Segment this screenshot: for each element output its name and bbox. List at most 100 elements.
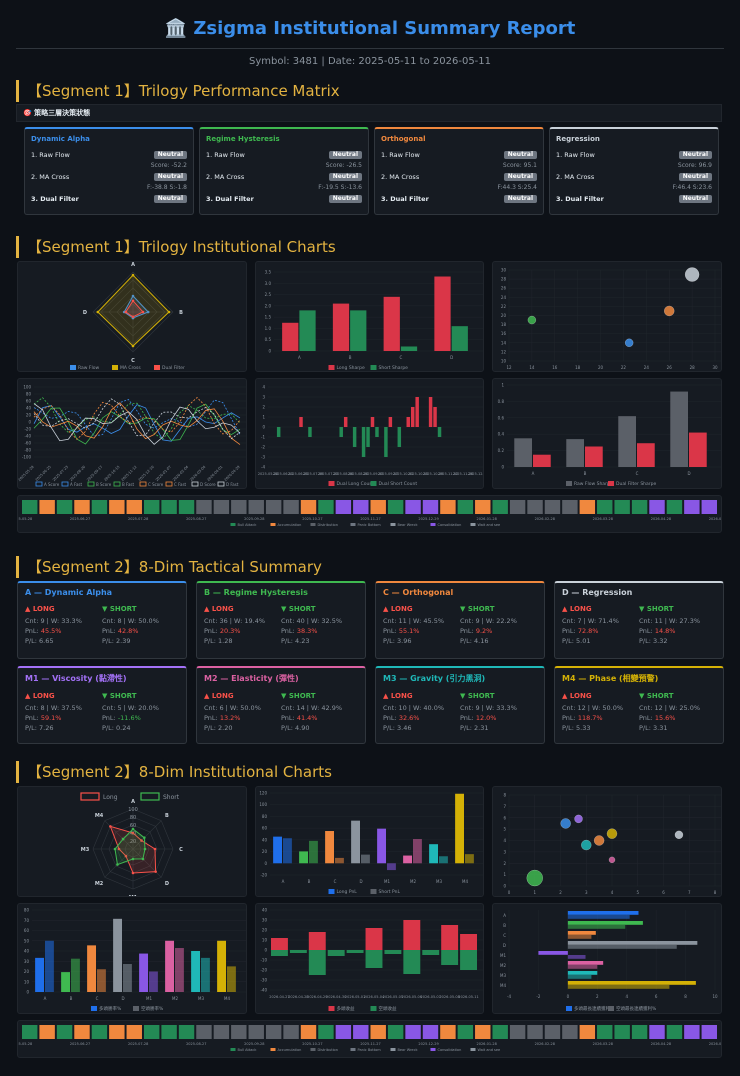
count-bar: [370, 417, 375, 427]
regime-cell: [196, 1025, 212, 1039]
pnl-value: 41.4%: [296, 714, 318, 722]
matrix-row: 2. MA Cross Neutral: [206, 171, 362, 182]
bar: [351, 820, 360, 864]
y-tick-label: 3: [503, 849, 506, 854]
tactical-card: D — Regression ▲ LONG Cnt: 7 | W: 71.4% PnL…: [554, 581, 724, 659]
count-bar: [415, 397, 419, 427]
short-bar: [346, 950, 364, 953]
8dim-radar-chart: ABCDM1M2M3M420406080100LongShort: [17, 786, 247, 897]
date-label: 2025-07-23: [52, 465, 69, 482]
count-bar: [388, 417, 393, 427]
legend-swatch: [328, 365, 335, 370]
pnl-value: 45.5%: [40, 627, 62, 635]
scatter-point: [574, 814, 583, 824]
bar: [139, 953, 148, 992]
regime-cell: [178, 500, 195, 514]
date-label: 2026-03-04: [189, 464, 207, 482]
long-column: ▲ LONG Cnt: 12 | W: 50.0% PnL: 118.7% P/L: …: [562, 692, 639, 733]
matrix-card: Orthogonal 1. Raw Flow Neutral Score: 95.1 2…: [374, 127, 544, 215]
radar-point: [141, 310, 145, 314]
y-tick-label: 26: [501, 286, 507, 291]
regime-cell: [649, 500, 665, 514]
regime-cell: [370, 500, 386, 514]
regime-cell: [283, 1025, 299, 1039]
date-label: 2026-01-28: [476, 1042, 496, 1046]
pnl-value: 12.0%: [475, 714, 497, 722]
legend-swatch: [328, 1006, 335, 1011]
pl-ratio: P/L: 7.26: [25, 724, 54, 732]
legend-swatch: [430, 1048, 436, 1051]
x-tick-label: A: [532, 471, 535, 476]
hbar: [567, 975, 592, 979]
8dim-daily-return-chart-svg: 403020100-10-20-30-402026-04-272026-04-2…: [260, 908, 483, 1012]
regime-cell: [318, 500, 334, 514]
tactical-card: M3 — Gravity (引力黑洞) ▲ LONG Cnt: 10 | W: 40…: [375, 666, 545, 744]
date-label: 2025-09-03: [363, 472, 383, 476]
tactical-columns: ▲ LONG Cnt: 9 | W: 33.3% PnL: 45.5% P/L: 6.…: [25, 605, 179, 646]
legend-swatch: [133, 1006, 139, 1011]
tactical-card-title: M3 — Gravity (引力黑洞): [383, 674, 486, 683]
score-line: [33, 404, 241, 442]
scatter-point: [527, 315, 537, 325]
regime-cell: [196, 500, 212, 514]
y-tick-label: -20: [260, 968, 267, 973]
short-bar: [289, 950, 307, 953]
hbar: [567, 931, 596, 935]
radar-point: [131, 299, 135, 303]
legend-label: Short Sharpe: [379, 365, 409, 371]
matrix-row-sub: Score: -26.5: [325, 162, 362, 169]
radar-axis-label: B: [179, 310, 183, 316]
y-tick-label: 14: [501, 340, 507, 345]
legend-label: 多頭收益: [337, 1005, 355, 1012]
legend-label: A Fast: [70, 482, 82, 487]
radar-point: [131, 871, 135, 875]
x-tick-label: 14: [529, 365, 535, 370]
pnl-line: PnL: 13.2%: [204, 714, 241, 722]
bar: [585, 446, 603, 467]
y-tick-label: 0.2: [498, 448, 505, 453]
date-label: 2026-01-28: [476, 517, 496, 521]
tactical-columns: ▲ LONG Cnt: 7 | W: 71.4% PnL: 72.8% P/L: 5.…: [562, 605, 716, 646]
header-divider: [16, 48, 724, 49]
y-tick-label: -30: [260, 978, 267, 983]
radar-point: [131, 294, 135, 298]
radar-tick-label: 100: [128, 807, 138, 813]
trilogy-regime-heatmap-svg: 2025-05-28 2025-06-27 2025-07-28 2025-08-27…: [18, 500, 721, 527]
trilogy-sharpe-bar-chart-svg: 3.5 3.0 2.5 2.0 1.5 1.0 0.5 0 A B C D Long Sharpe Sho…: [265, 270, 483, 371]
date-label: 2025-11-27: [360, 1042, 380, 1046]
regime-cell: [126, 500, 142, 514]
matrix-row-label: 2. MA Cross: [381, 172, 420, 181]
pnl-line: PnL: 20.3%: [204, 627, 241, 635]
legend-swatch: [370, 1006, 377, 1011]
date-label: 2026-04-29: [223, 465, 240, 482]
date-label: 2025-12-10: [138, 465, 155, 482]
regime-cell: [248, 1025, 264, 1039]
x-tick-label: 26: [667, 365, 673, 370]
8dim-pnl-bar-chart: 120 100 80 60 40 20 0 -20 A B C D M1 M2 M3 M4 Long PnL Sh…: [255, 786, 484, 897]
legend-swatch: [370, 481, 377, 486]
bar: [465, 854, 474, 864]
count-winrate: Cnt: 14 | W: 42.9%: [281, 704, 343, 712]
trilogy-sharpe-bar-chart: 3.5 3.0 2.5 2.0 1.5 1.0 0.5 0 A B C D Long Sharpe Sho…: [255, 261, 484, 372]
radar-point: [141, 857, 145, 861]
legend-label: Consolidation: [438, 1048, 462, 1052]
radar-axis-label: A: [131, 262, 135, 268]
regime-cell: [39, 500, 55, 514]
date-label: 2025-12-29: [418, 517, 438, 521]
radar-point: [116, 863, 119, 866]
legend-label: Short: [163, 794, 180, 801]
y-tick-label: D: [503, 943, 506, 948]
matrix-row: 3. Dual Filter Neutral: [31, 193, 187, 204]
x-tick-label: C: [96, 996, 99, 1001]
8dim-winrate-bar-chart-svg: 80 70 60 50 40 30 20 10 0 A B C D M1 M2 M3 M4 多頭勝率% 空頭勝率%: [24, 908, 246, 1012]
short-column: ▼ SHORT Cnt: 40 | W: 32.5% PnL: 38.3% P/L: …: [281, 605, 358, 646]
pnl-value: 118.7%: [577, 714, 603, 722]
regime-cell: [161, 500, 177, 514]
8dim-regime-heatmap-svg: 2025-05-28 2025-06-27 2025-07-28 2025-08-27…: [18, 1025, 721, 1052]
radar-point: [131, 857, 135, 861]
report-title-text: Zsigma Institutional Summary Report: [193, 18, 576, 39]
pnl-value: 9.2%: [475, 627, 493, 635]
legend-label: 多頭最長連續獲利%: [574, 1005, 615, 1012]
hbar: [567, 935, 592, 939]
legend-swatch: [140, 792, 160, 801]
